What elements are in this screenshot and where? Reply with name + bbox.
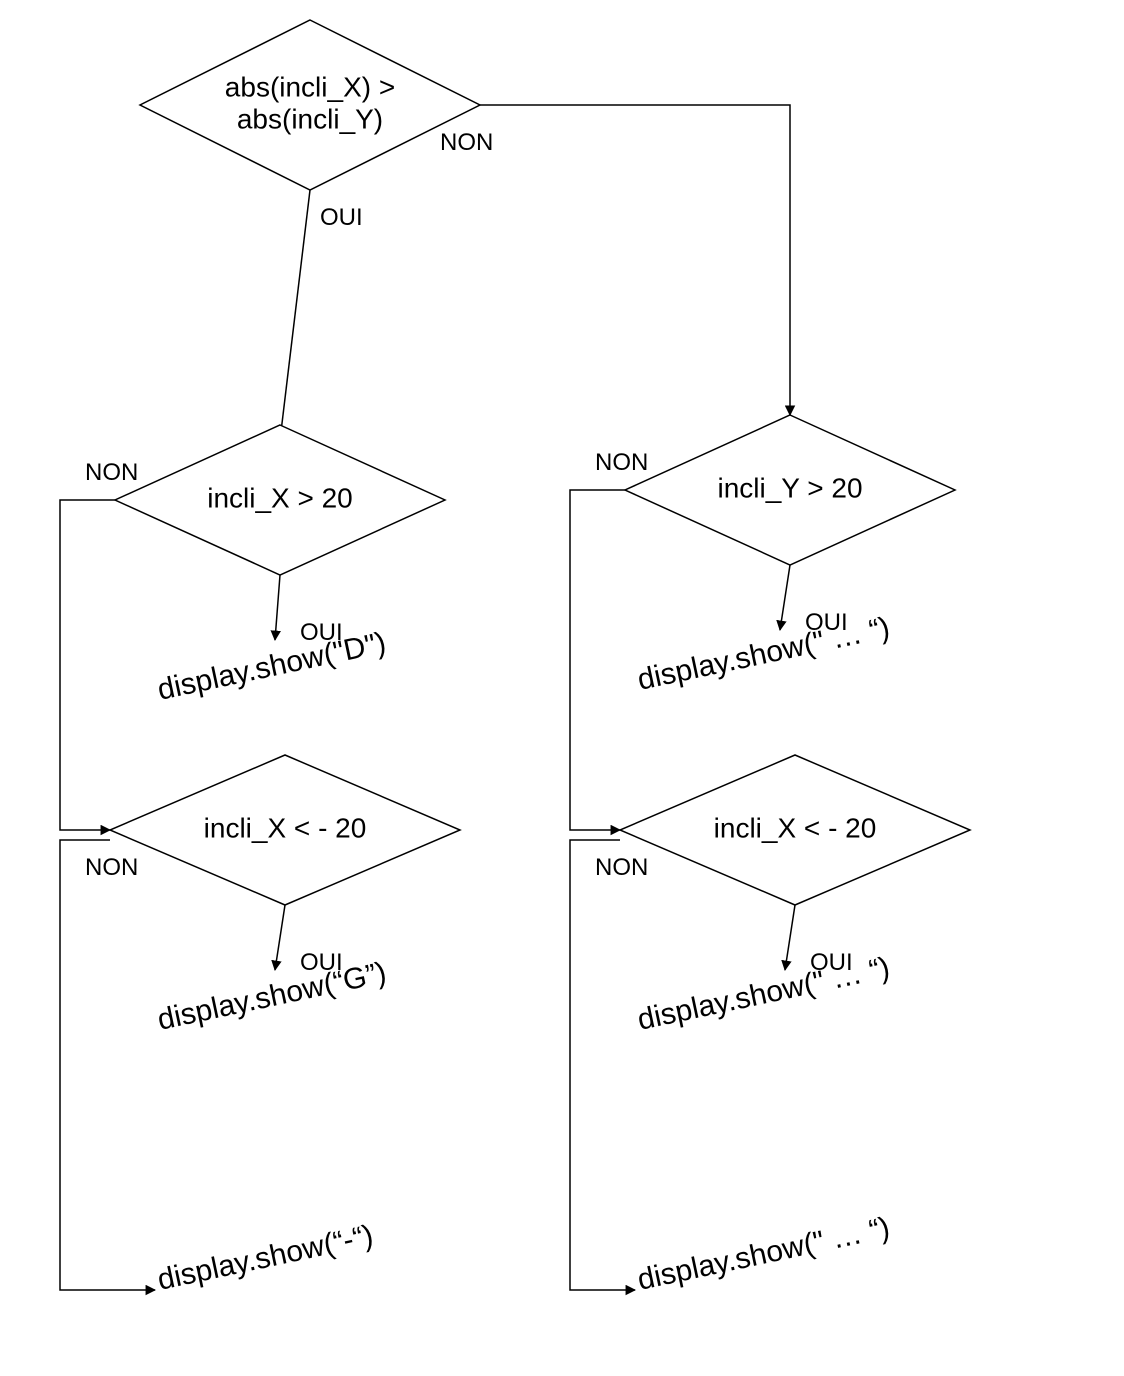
action-a3: display.show(“-“) bbox=[155, 1219, 377, 1297]
edge-e_d4_oui bbox=[785, 905, 795, 970]
decision-d1: incli_X > 20 bbox=[115, 425, 445, 575]
decision-d3: incli_Y > 20 bbox=[625, 415, 955, 565]
edge-label-e_d3_non: NON bbox=[595, 449, 648, 476]
edge-label-e_d2_non: NON bbox=[85, 854, 138, 881]
edge-label-e_d2_oui: OUI bbox=[300, 949, 343, 976]
actions-layer: display.show("D") display.show(“G”) displa… bbox=[155, 611, 893, 1297]
decision-d2: incli_X < - 20 bbox=[110, 755, 460, 905]
nodes-layer: abs(incli_X) >abs(incli_Y) incli_X > 20 in… bbox=[110, 20, 970, 905]
edge-label-e_d1_oui: OUI bbox=[300, 619, 343, 646]
edge-e_d0_non bbox=[480, 105, 790, 415]
action-a1: display.show("D") bbox=[155, 626, 389, 707]
edge-label-e_d0_non: NON bbox=[440, 129, 493, 156]
edge-e_d1_non bbox=[60, 500, 115, 830]
edge-label-e_d3_oui: OUI bbox=[805, 609, 848, 636]
edge-e_d0_oui bbox=[280, 190, 310, 440]
decision-d4: incli_X < - 20 bbox=[620, 755, 970, 905]
decision-d1-line0: incli_X > 20 bbox=[207, 482, 353, 513]
edge-e_d4_non bbox=[570, 840, 635, 1290]
edge-e_d2_non bbox=[60, 840, 155, 1290]
action-a5: display.show(" … “) bbox=[635, 951, 893, 1037]
action-a2: display.show(“G”) bbox=[155, 956, 390, 1037]
decision-d0: abs(incli_X) >abs(incli_Y) bbox=[140, 20, 480, 190]
edge-label-e_d1_non: NON bbox=[85, 459, 138, 486]
action-a6: display.show(" … “) bbox=[635, 1211, 893, 1297]
edge-label-e_d0_oui: OUI bbox=[320, 204, 363, 231]
decision-d2-line0: incli_X < - 20 bbox=[204, 812, 367, 843]
decision-d0-line0: abs(incli_X) > bbox=[225, 71, 395, 102]
edge-label-e_d4_oui: OUI bbox=[810, 949, 853, 976]
edge-e_d3_oui bbox=[780, 565, 790, 630]
decision-d0-line1: abs(incli_Y) bbox=[237, 103, 383, 134]
action-a4: display.show(" … “) bbox=[635, 611, 893, 697]
edge-e_d2_oui bbox=[275, 905, 285, 970]
edge-e_d3_non bbox=[570, 490, 625, 830]
decision-d4-line0: incli_X < - 20 bbox=[714, 812, 877, 843]
edge-e_d1_oui bbox=[275, 575, 280, 640]
decision-d3-line0: incli_Y > 20 bbox=[717, 472, 862, 503]
flowchart-canvas: abs(incli_X) >abs(incli_Y) incli_X > 20 in… bbox=[0, 0, 1124, 1376]
edge-label-e_d4_non: NON bbox=[595, 854, 648, 881]
